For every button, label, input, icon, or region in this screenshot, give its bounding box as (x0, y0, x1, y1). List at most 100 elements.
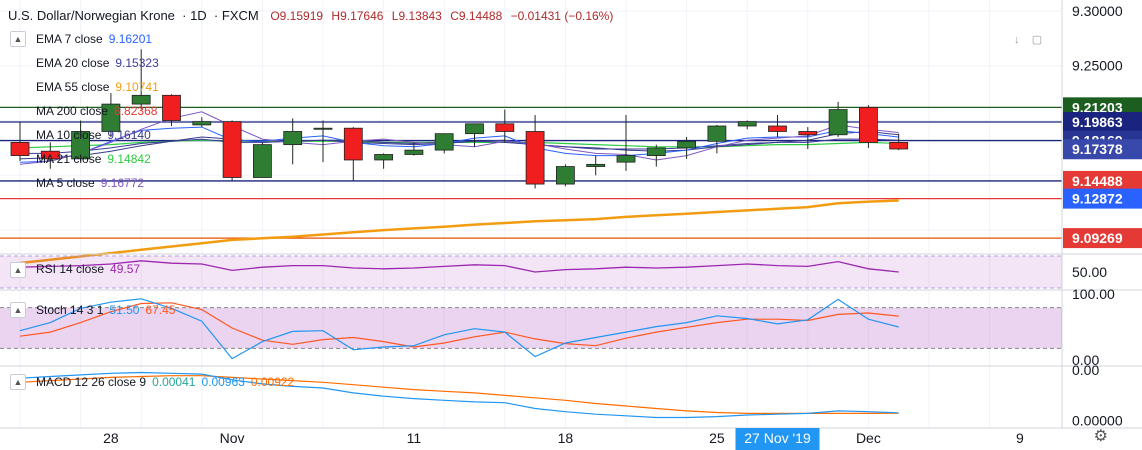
settings-gear-icon[interactable]: ⚙ (1093, 428, 1108, 445)
chart-header: U.S. Dollar/Norwegian Krone · 1D · FXCM … (8, 8, 618, 23)
data-source: FXCM (221, 8, 259, 23)
ma5-line (19, 111, 899, 165)
price-tick-label: 9.25000 (1072, 58, 1123, 74)
candle-body (465, 123, 484, 135)
candle-body (586, 163, 606, 167)
candle-body (252, 144, 272, 178)
candle-body (313, 127, 333, 130)
stoch-d-value: 67.45 (145, 303, 176, 317)
collapse-indicators-icon[interactable]: ▲ (10, 31, 26, 47)
candle-body (677, 140, 696, 149)
indicator-legend-item[interactable]: EMA 20 close 9.15323 (36, 56, 159, 70)
rsi-line (19, 260, 899, 273)
candle-body (616, 155, 636, 163)
indicator-value: 8.82368 (114, 104, 158, 118)
macd-line-value: 0.00963 (201, 375, 245, 389)
high-value: H9.17646 (331, 9, 384, 23)
ema55-line (19, 199, 899, 265)
price-label-badge (1063, 188, 1142, 209)
open-value: O9.15919 (270, 9, 324, 23)
date-tick-label: 9 (1016, 430, 1024, 446)
candle-body (10, 142, 30, 156)
date-tick-label: Dec (856, 430, 881, 446)
candle-body (828, 109, 848, 136)
macd-signal-value: 0.00922 (250, 375, 295, 389)
indicator-value: 9.10741 (115, 80, 159, 94)
candle-body (222, 121, 242, 178)
stoch-tick-label: 0.00 (1072, 352, 1099, 368)
collapse-rsi-icon[interactable]: ▲ (10, 262, 26, 278)
crosshair-date-badge (735, 428, 820, 450)
candle-body (283, 131, 303, 146)
candle-body (495, 123, 515, 132)
ma10-line (19, 130, 899, 160)
arrow-down-icon[interactable]: ↓ (1014, 34, 1020, 46)
candle-body (556, 166, 575, 185)
low-value: L9.13843 (391, 9, 442, 23)
indicator-legend-item[interactable]: MA 5 close 9.16772 (36, 176, 144, 190)
date-tick-label: Nov (220, 430, 245, 446)
indicator-value: 9.14842 (107, 152, 151, 166)
indicator-label: EMA 55 close (36, 80, 110, 94)
price-label-badge (1063, 139, 1142, 160)
candle-body (404, 149, 424, 155)
price-label-text: 9.21203 (1072, 99, 1123, 115)
candle-body (374, 154, 394, 161)
price-label-text: 9.12872 (1072, 191, 1123, 207)
stoch-label: Stoch 14 3 1 (36, 303, 104, 317)
collapse-stoch-icon[interactable]: ▲ (10, 302, 26, 318)
collapse-macd-icon[interactable]: ▲ (10, 374, 26, 390)
candle-body (525, 131, 545, 185)
indicator-label: MA 21 close (36, 152, 102, 166)
indicator-value: 9.16140 (107, 128, 151, 142)
price-label-badge (1063, 170, 1142, 191)
close-value: C9.14488 (450, 9, 503, 23)
price-label-text: 9.17378 (1072, 141, 1123, 157)
rsi-legend[interactable]: RSI 14 close 49.57 (36, 262, 140, 276)
macd-tick-label: 0.00000 (1072, 413, 1123, 429)
indicator-legend-item[interactable]: MA 200 close 8.82368 (36, 104, 157, 118)
indicator-label: MA 5 close (36, 176, 95, 190)
indicator-value: 9.16201 (108, 32, 153, 46)
stoch-tick-label: 100.00 (1072, 286, 1115, 302)
macd-line (19, 371, 899, 419)
price-label-badge (1063, 228, 1142, 249)
candle-body (343, 127, 363, 161)
price-label-text: 9.09269 (1072, 230, 1123, 246)
indicator-value: 9.16772 (100, 176, 145, 190)
date-tick-label: 25 (709, 430, 725, 446)
pane-controls[interactable]: ↓ ▢ (1014, 33, 1042, 46)
candle-body (40, 150, 60, 160)
candle-body (434, 133, 454, 151)
date-tick-label: 18 (558, 430, 574, 446)
symbol-name: U.S. Dollar/Norwegian Krone (8, 8, 175, 23)
indicator-legend-item[interactable]: MA 10 close 9.16140 (36, 128, 151, 142)
macd-tick-label: 0.00 (1072, 362, 1099, 378)
candle-body (646, 147, 666, 156)
date-tick-label: 11 (407, 430, 422, 446)
indicator-label: EMA 20 close (36, 56, 110, 70)
price-label-badge (1063, 112, 1142, 133)
date-tick-label: 28 (103, 430, 119, 446)
candle-body (192, 121, 212, 126)
candle-body (859, 106, 878, 143)
macd-signal-line (19, 375, 899, 414)
change-value: −0.01431 (−0.16%) (510, 9, 614, 23)
rsi-value: 49.57 (110, 262, 141, 276)
stoch-legend[interactable]: Stoch 14 3 1 51.50 67.45 (36, 303, 175, 317)
indicator-legend-item[interactable]: EMA 55 close 9.10741 (36, 80, 159, 94)
interval[interactable]: 1D (190, 8, 207, 23)
candle-body (131, 94, 151, 105)
candle-body (889, 142, 909, 150)
indicator-legend-item[interactable]: MA 21 close 9.14842 (36, 152, 151, 166)
maximize-icon[interactable]: ▢ (1031, 34, 1043, 46)
macd-label: MACD 12 26 close 9 (36, 375, 147, 389)
macd-legend[interactable]: MACD 12 26 close 9 0.00041 0.00963 0.00922 (36, 375, 294, 389)
price-tick-label: 9.30000 (1072, 3, 1123, 19)
ohlc-readout: O9.15919 H9.17646 L9.13843 C9.14488 −0.0… (270, 9, 618, 23)
indicator-legend-item[interactable]: EMA 7 close 9.16201 (36, 32, 152, 46)
candle-body (707, 125, 727, 142)
indicator-label: MA 10 close (36, 128, 102, 142)
macd-hist-value: 0.00041 (152, 375, 196, 389)
